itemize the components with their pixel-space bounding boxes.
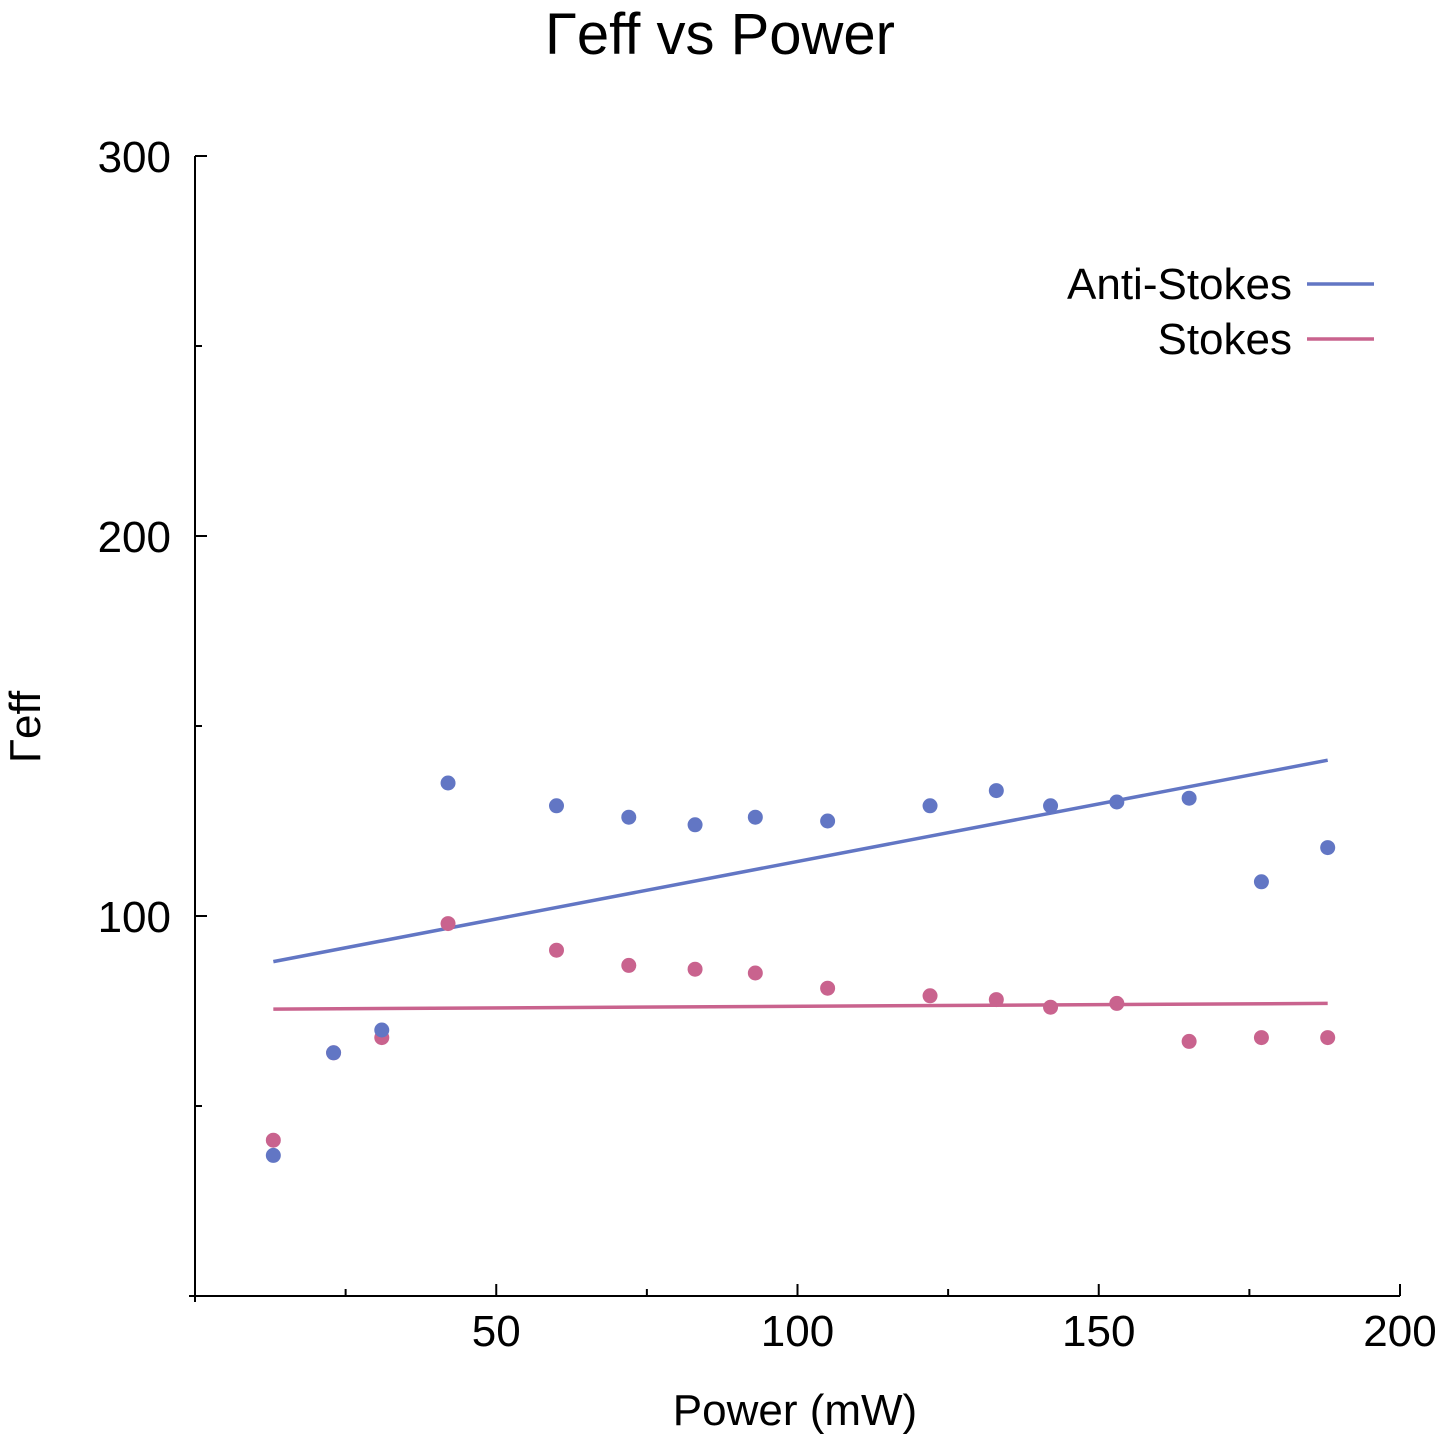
data-point-stokes: [621, 957, 637, 973]
x-tick-label: 200: [1363, 1307, 1436, 1356]
x-tick-label: 50: [472, 1307, 521, 1356]
data-point-stokes: [265, 1132, 281, 1148]
legend-label-stokes: Stokes: [1157, 315, 1292, 364]
legend-label-anti-stokes: Anti-Stokes: [1067, 260, 1292, 309]
data-point-anti-stokes: [687, 817, 703, 833]
data-point-anti-stokes: [440, 775, 456, 791]
data-point-stokes: [1109, 995, 1125, 1011]
data-point-stokes: [1320, 1030, 1336, 1046]
data-point-anti-stokes: [621, 809, 637, 825]
data-point-anti-stokes: [1043, 798, 1059, 814]
x-tick-label: 100: [761, 1307, 834, 1356]
data-point-stokes: [1253, 1030, 1269, 1046]
data-point-stokes: [922, 988, 938, 1004]
data-point-anti-stokes: [988, 783, 1004, 799]
data-point-stokes: [747, 965, 763, 981]
data-point-anti-stokes: [747, 809, 763, 825]
legend: Anti-Stokes Stokes: [1067, 260, 1374, 364]
data-points: [265, 775, 1336, 1163]
data-point-anti-stokes: [549, 798, 564, 814]
data-point-stokes: [1181, 1033, 1197, 1049]
data-point-anti-stokes: [1253, 874, 1269, 890]
y-tick-label: 300: [98, 133, 171, 182]
data-point-anti-stokes: [1109, 794, 1125, 810]
data-point-stokes: [1043, 999, 1059, 1015]
data-point-anti-stokes: [1181, 790, 1197, 806]
fit-line-anti-stokes: [272, 758, 1329, 964]
data-point-anti-stokes: [265, 1147, 281, 1163]
data-point-anti-stokes: [922, 798, 938, 814]
fit-lines: [272, 758, 1329, 1011]
data-point-anti-stokes: [326, 1045, 342, 1061]
x-axis-label: Power (mW): [673, 1386, 917, 1435]
y-tick-label: 200: [98, 513, 171, 562]
y-tick-label: 100: [98, 893, 171, 942]
data-point-stokes: [687, 961, 703, 977]
axes: 50 100 150 200 100 200 300: [98, 133, 1437, 1356]
y-axis-label: Γeff: [1, 690, 50, 763]
data-point-stokes: [820, 980, 836, 996]
chart-title: Γeff vs Power: [545, 2, 895, 67]
data-point-stokes: [549, 942, 564, 958]
x-tick-label: 150: [1062, 1307, 1135, 1356]
data-point-anti-stokes: [1320, 840, 1336, 856]
data-point-stokes: [440, 916, 456, 932]
fit-line-stokes: [273, 1001, 1328, 1011]
data-point-anti-stokes: [374, 1022, 390, 1038]
data-point-stokes: [988, 992, 1004, 1008]
data-point-anti-stokes: [820, 813, 836, 829]
